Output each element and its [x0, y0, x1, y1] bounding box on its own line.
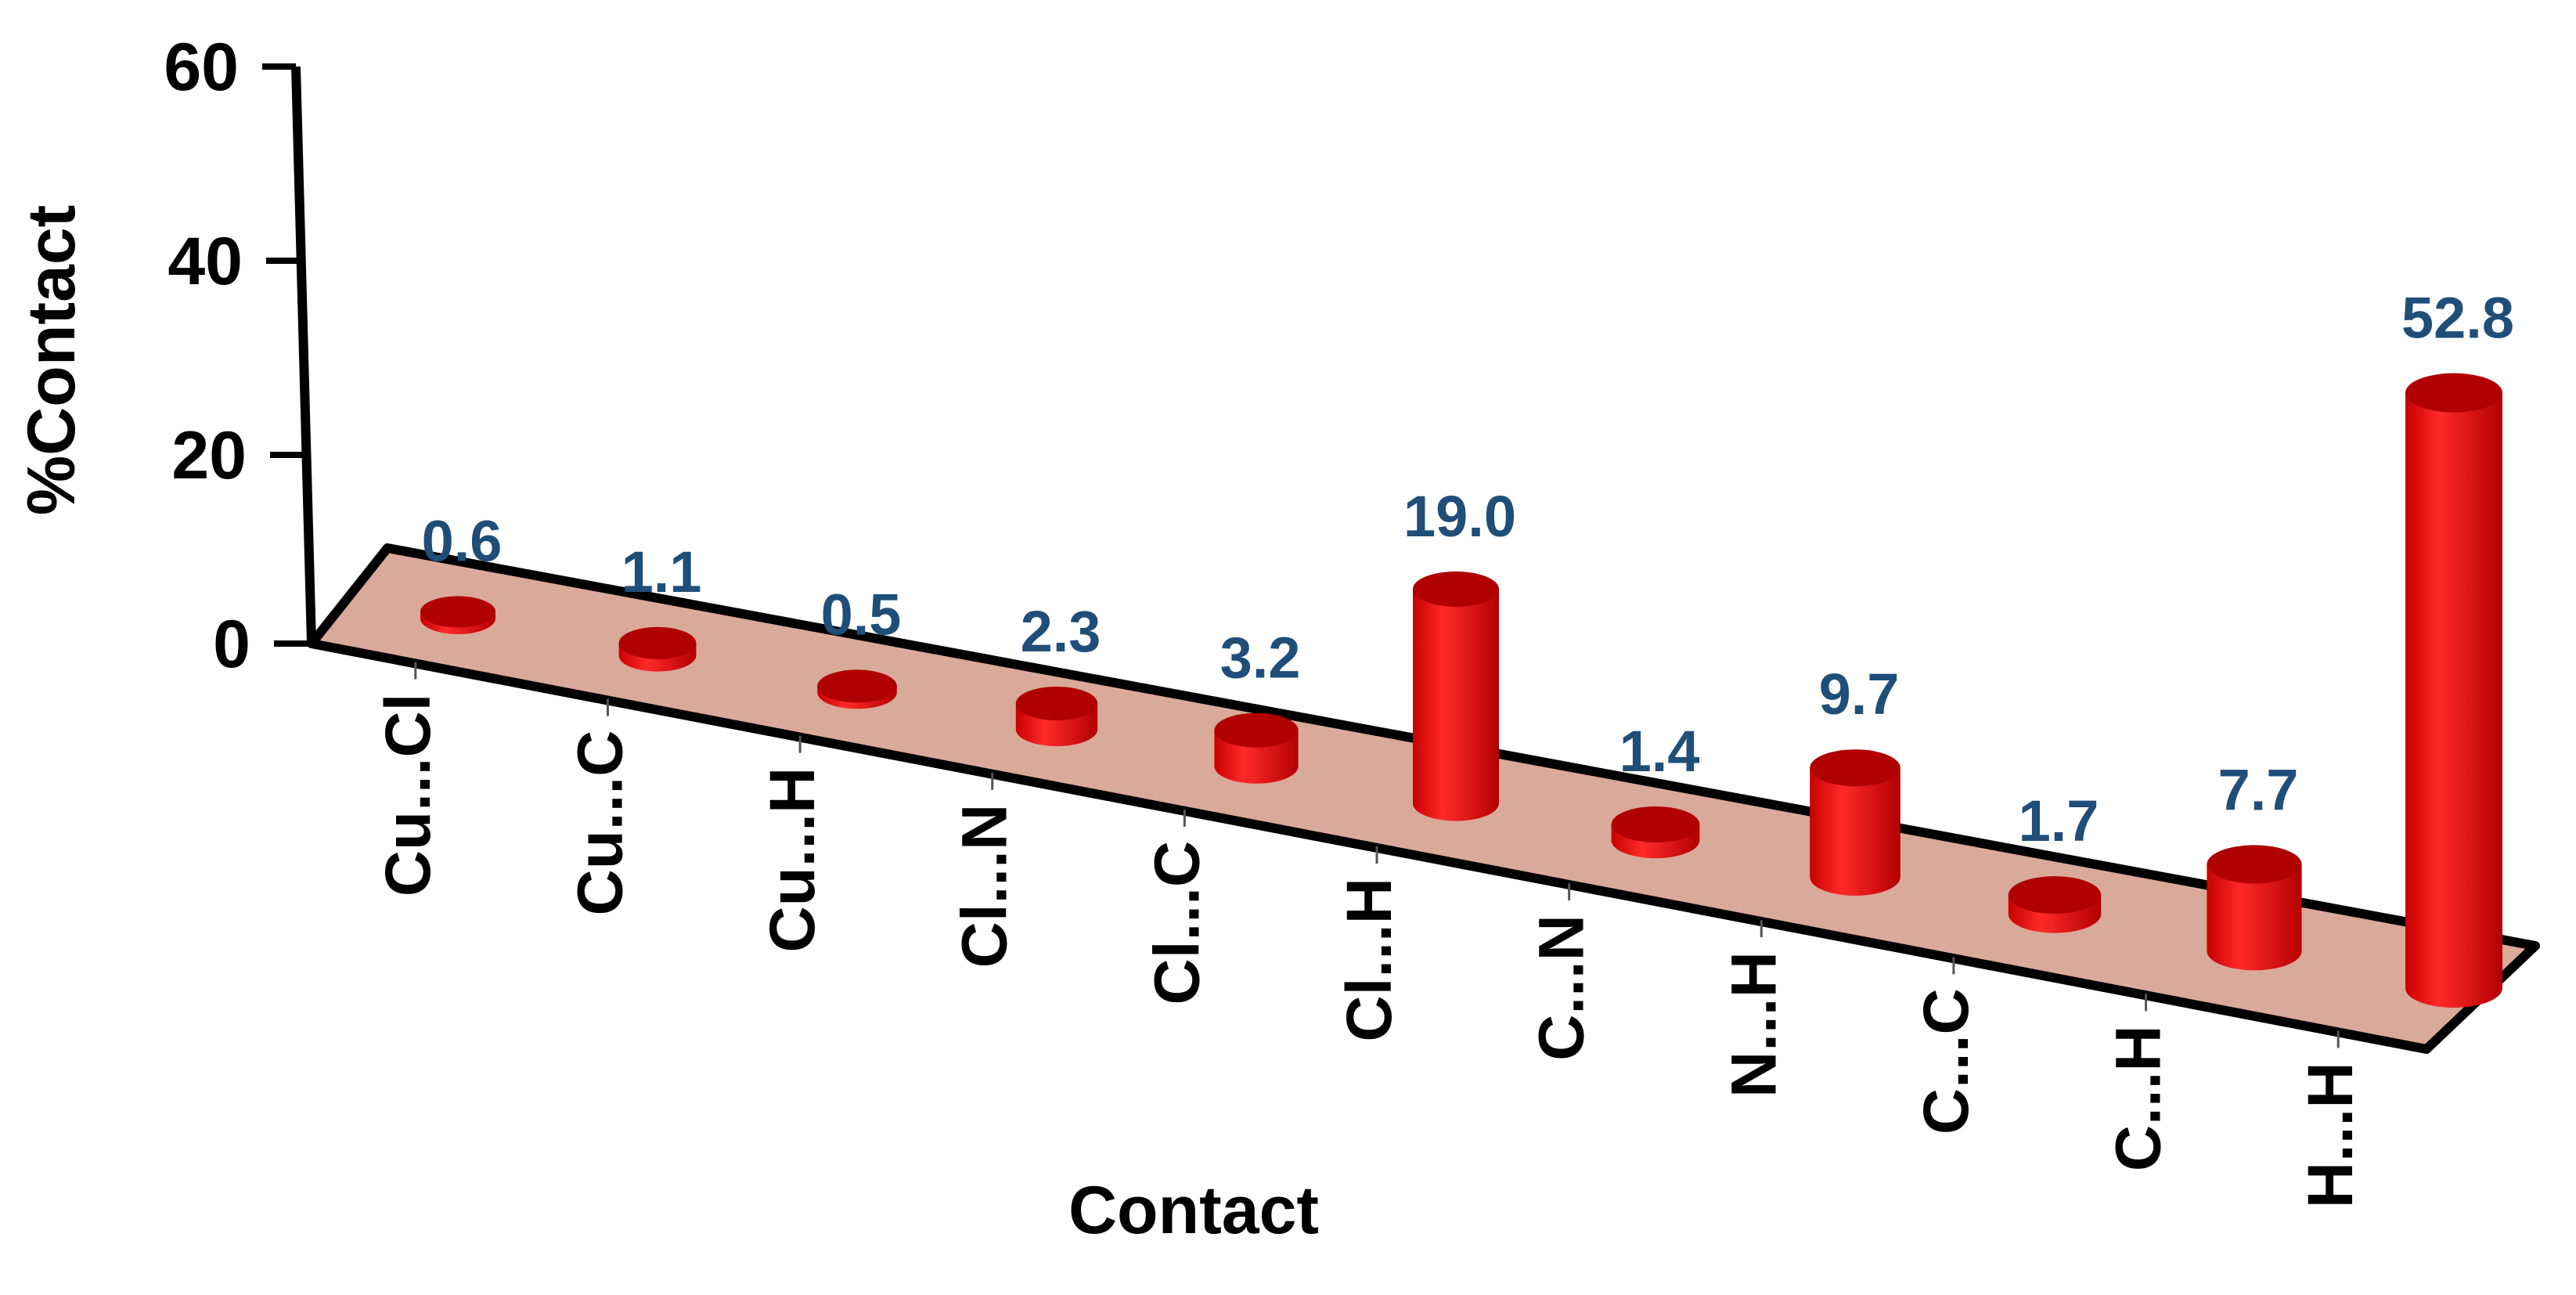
category-label: H...H: [2295, 1062, 2366, 1208]
category-label: Cu...Cl: [373, 694, 444, 897]
bar-top: [1810, 749, 1900, 787]
category-label: Cl...C: [1141, 841, 1212, 1005]
bar-C...N: [1611, 806, 1700, 859]
y-tick-labels: 0 20 40 60: [164, 30, 250, 682]
category-label: C...C: [1911, 988, 1982, 1134]
bar-C...C: [2008, 876, 2102, 933]
bar-top: [420, 596, 495, 628]
bar-body: [2207, 864, 2302, 971]
y-axis-title: %Contact: [14, 205, 89, 516]
value-label: 1.7: [2019, 788, 2099, 853]
y-axis-line: [291, 66, 316, 644]
value-label: 1.4: [1619, 719, 1700, 784]
bar-Cl...H: [1412, 571, 1499, 821]
bar-top: [1015, 686, 1098, 720]
y-tick-label: 60: [164, 30, 239, 105]
bar-top: [1214, 712, 1299, 748]
value-labels: 0.6 1.1 0.5 2.3 3.2 19.0 1.4 9.7 1.7 7.7 52.8: [422, 286, 2514, 853]
bar-C...H: [2207, 845, 2302, 971]
value-label: 52.8: [2401, 286, 2514, 351]
value-label: 19.0: [1403, 484, 1516, 549]
bar-Cu...H: [817, 669, 897, 709]
value-label: 9.7: [1819, 662, 1900, 727]
y-tick-label: 0: [213, 607, 250, 682]
bar-H...H: [2405, 373, 2502, 1008]
y-tick-label: 20: [171, 418, 247, 493]
bar-top: [2207, 845, 2302, 884]
category-label: Cl...N: [949, 804, 1021, 969]
value-label: 0.5: [821, 582, 902, 647]
bar-top: [1611, 806, 1700, 843]
bar-Cl...N: [1015, 686, 1098, 747]
category-label: N...H: [1718, 951, 1789, 1098]
category-labels: Cu...Cl Cu...C Cu...H Cl...N Cl...C Cl...H C..…: [373, 694, 2366, 1209]
category-label: C...H: [2103, 1025, 2174, 1171]
bars: [420, 373, 2502, 1008]
category-label: Cl...H: [1334, 878, 1405, 1042]
bar-top: [2008, 876, 2102, 914]
value-label: 7.7: [2218, 757, 2299, 822]
value-label: 1.1: [621, 539, 702, 604]
bar-Cu...C: [618, 626, 697, 672]
bar-N...H: [1810, 749, 1900, 896]
bar-Cu...Cl: [420, 596, 495, 634]
category-label: Cu...H: [757, 767, 828, 953]
bar-top: [1413, 571, 1499, 607]
bar-body: [1412, 589, 1499, 821]
y-tick-label: 40: [168, 224, 243, 299]
category-ticks: [414, 662, 2340, 1048]
bar-body: [1810, 767, 1900, 896]
x-axis-title: Contact: [1068, 1173, 1319, 1248]
bar-top: [817, 669, 897, 703]
bar-Cl...C: [1214, 712, 1299, 784]
category-label: Cu...C: [564, 730, 636, 916]
value-label: 3.2: [1220, 626, 1301, 691]
y-axis: [262, 63, 316, 647]
value-label: 2.3: [1021, 599, 1101, 664]
value-label: 0.6: [422, 508, 503, 573]
bar-top: [618, 626, 697, 659]
bar-body: [2405, 392, 2502, 1008]
bar-top: [2405, 373, 2502, 413]
category-label: C...N: [1526, 914, 1598, 1061]
